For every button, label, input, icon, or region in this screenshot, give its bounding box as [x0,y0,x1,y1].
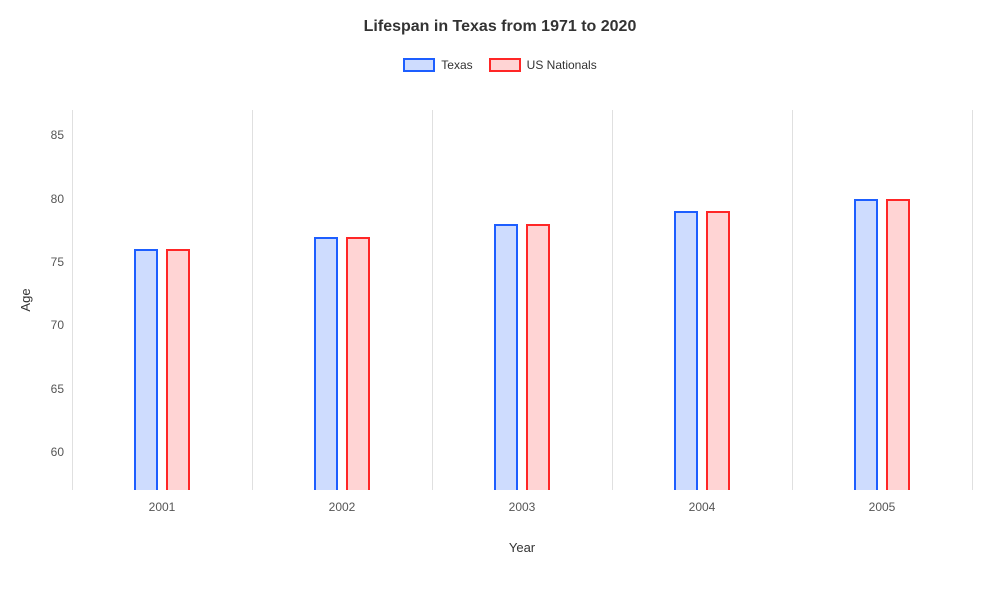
bar[interactable] [346,237,370,490]
gridline-vertical [612,110,613,490]
legend-swatch [403,58,435,72]
bar[interactable] [166,249,190,490]
legend-swatch [489,58,521,72]
y-tick-label: 70 [32,318,72,332]
legend-label: US Nationals [527,58,597,72]
gridline-vertical [432,110,433,490]
y-tick-label: 80 [32,192,72,206]
gridline-vertical [972,110,973,490]
y-tick-label: 65 [32,382,72,396]
bar[interactable] [854,199,878,490]
bar[interactable] [706,211,730,490]
x-tick-label: 2002 [329,490,356,514]
gridline-vertical [72,110,73,490]
y-tick-label: 75 [32,255,72,269]
x-tick-label: 2005 [869,490,896,514]
legend-item[interactable]: Texas [403,58,472,72]
bar[interactable] [314,237,338,490]
lifespan-chart: Lifespan in Texas from 1971 to 2020 Texa… [0,0,1000,600]
gridline-vertical [252,110,253,490]
legend-label: Texas [441,58,472,72]
x-axis-title: Year [509,540,535,555]
plot-area: 60657075808520012002200320042005 [72,110,972,490]
x-tick-label: 2001 [149,490,176,514]
y-tick-label: 85 [32,128,72,142]
y-axis-title: Age [18,288,33,311]
bar[interactable] [674,211,698,490]
x-tick-label: 2004 [689,490,716,514]
bar[interactable] [886,199,910,490]
y-tick-label: 60 [32,445,72,459]
legend-item[interactable]: US Nationals [489,58,597,72]
bar[interactable] [526,224,550,490]
chart-title: Lifespan in Texas from 1971 to 2020 [0,0,1000,36]
bar[interactable] [494,224,518,490]
bar[interactable] [134,249,158,490]
gridline-vertical [792,110,793,490]
x-tick-label: 2003 [509,490,536,514]
chart-legend: Texas US Nationals [0,58,1000,72]
